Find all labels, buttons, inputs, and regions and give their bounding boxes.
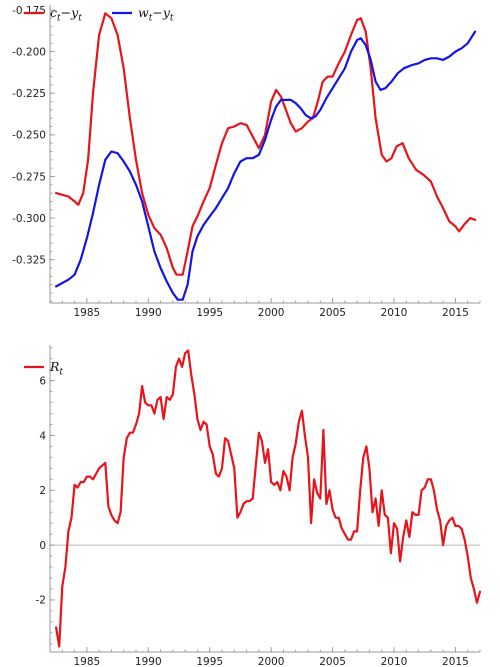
x-tick-label: 1985 xyxy=(73,656,100,667)
y-tick-label: -0.275 xyxy=(12,171,46,183)
y-tick-label: -0.325 xyxy=(12,255,46,267)
y-tick-label: 0 xyxy=(39,540,46,552)
y-tick-label: -0.300 xyxy=(12,213,46,225)
bottom-chart-panel: -2 0 2 4 6 1985 1990 1995 2000 2005 2010 2015 Rt xyxy=(24,345,482,667)
x-tick-label: 2000 xyxy=(258,307,285,319)
x-tick-label: 1995 xyxy=(196,656,223,667)
x-tick-label: 1985 xyxy=(73,307,100,319)
series-line-1 xyxy=(55,12,477,276)
legend-label: wt−yt xyxy=(138,5,174,24)
x-tick-label: 1995 xyxy=(196,307,223,319)
x-tick-label: 2010 xyxy=(381,307,408,319)
legend-label: ct−yt xyxy=(50,5,82,24)
y-tick-label: -0.250 xyxy=(12,130,46,142)
y-tick-label: -0.175 xyxy=(12,5,46,17)
x-tick-label: 2005 xyxy=(319,656,346,667)
x-tick-label: 2010 xyxy=(381,656,408,667)
y-tick-label: -0.200 xyxy=(12,46,46,58)
series-line-2 xyxy=(55,30,477,301)
y-tick-label: 4 xyxy=(39,430,46,442)
x-tick-label: 2005 xyxy=(319,307,346,319)
x-tick-label: 1990 xyxy=(135,307,162,319)
x-tick-label: 1990 xyxy=(135,656,162,667)
y-tick-label: -2 xyxy=(36,595,46,607)
series-line-1 xyxy=(55,349,482,648)
y-tick-label: 6 xyxy=(39,375,46,387)
x-tick-label: 2000 xyxy=(258,656,285,667)
top-chart-panel: -0.325 -0.300 -0.275 -0.250 -0.225 -0.200 -0.1… xyxy=(12,5,481,319)
x-tick-label: 2015 xyxy=(442,656,469,667)
y-tick-label: 2 xyxy=(39,485,46,497)
x-tick-label: 2015 xyxy=(442,307,469,319)
y-tick-label: -0.225 xyxy=(12,88,46,100)
legend-label: Rt xyxy=(49,359,63,378)
